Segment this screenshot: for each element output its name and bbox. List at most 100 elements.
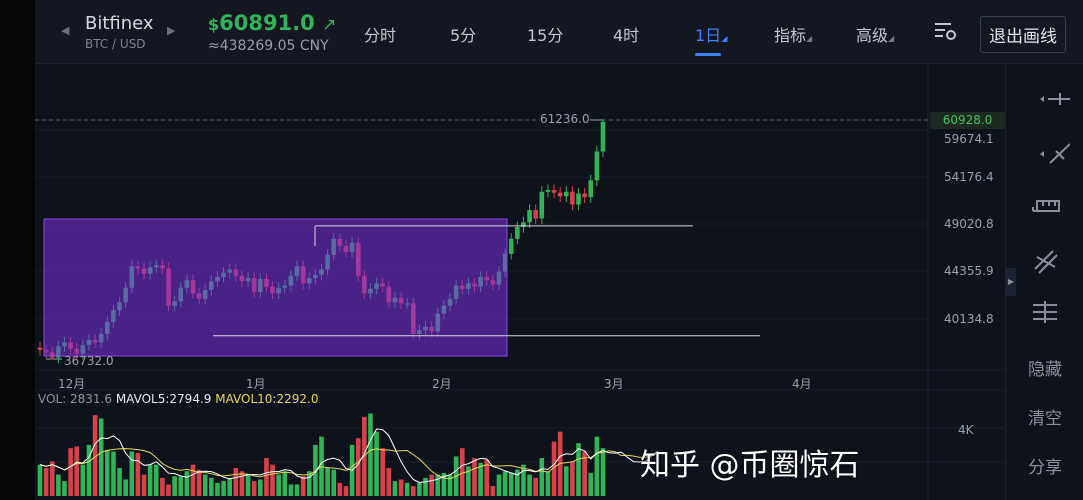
y-axis-label: 40134.8 — [944, 312, 994, 326]
volume-bar — [459, 448, 465, 496]
dropdown-corner-icon: ◢ — [888, 34, 895, 43]
volume-bar — [129, 451, 135, 496]
volume-bar — [141, 474, 147, 496]
volume-bar — [251, 481, 257, 496]
volume-bar — [300, 476, 306, 496]
volume-bar — [570, 461, 575, 496]
hide-button[interactable]: 隐藏 — [1028, 360, 1062, 380]
x-axis-label: 3月 — [604, 377, 624, 391]
next-market-arrow-icon[interactable]: ▶ — [167, 24, 176, 37]
volume-bar — [355, 438, 361, 496]
share-button[interactable]: 分享 — [1028, 458, 1062, 478]
volume-bar — [49, 461, 55, 496]
drawing-toolbar: ▶ 隐藏 清空 分享 — [1005, 63, 1083, 500]
volume-bar — [196, 469, 202, 496]
volume-bar — [178, 476, 184, 496]
volume-bar — [43, 467, 49, 496]
tab-advanced[interactable]: 高级◢ — [856, 22, 894, 46]
volume-bar — [392, 481, 398, 496]
candle-body — [563, 191, 569, 197]
volume-bar — [221, 481, 226, 496]
candle-body — [600, 121, 606, 152]
volume-bar — [276, 474, 281, 496]
tab-4h[interactable]: 4时 — [613, 26, 640, 45]
tab-indicators[interactable]: 指标◢ — [774, 22, 812, 46]
y-axis-label: 49020.8 — [944, 217, 994, 231]
volume-bar — [343, 486, 349, 496]
draw-settings-icon[interactable] — [933, 20, 957, 46]
up-arrow-icon: ↗ — [322, 15, 337, 35]
volume-bar — [466, 466, 471, 496]
volume-bar — [582, 451, 587, 496]
ruler-icon[interactable] — [1006, 195, 1083, 220]
exit-drawing-button[interactable]: 退出画线 — [980, 16, 1066, 53]
volume-bar — [294, 484, 300, 496]
candle-body — [527, 210, 532, 223]
tab-1d[interactable]: 1日◢ — [695, 22, 727, 46]
volume-bar — [105, 449, 110, 496]
volume-bar — [264, 458, 269, 496]
price-levels-icon[interactable] — [1006, 299, 1083, 330]
volume-legend: VOL: 2831.6 MAVOL5:2794.9 MAVOL10:2292.0 — [38, 392, 318, 406]
volume-bar — [190, 464, 196, 496]
volume-bar — [325, 467, 330, 496]
x-axis-label: 2月 — [432, 377, 452, 391]
volume-bar — [502, 471, 508, 496]
volume-bar — [380, 448, 385, 496]
expand-toolbar-icon[interactable]: ▶ — [1006, 268, 1016, 296]
candle-body — [594, 151, 600, 181]
volume-bar — [306, 471, 312, 496]
exchange-name[interactable]: Bitfinex — [85, 13, 154, 34]
volume-bar — [539, 458, 545, 496]
drawn-lines[interactable] — [213, 225, 760, 337]
dropdown-corner-icon: ◢ — [721, 34, 728, 43]
volume-bar — [600, 448, 606, 496]
parallel-lines-icon[interactable] — [1006, 247, 1083, 280]
trend-line-icon[interactable] — [1006, 141, 1083, 172]
volume-bar — [563, 466, 569, 496]
volume-bar — [551, 441, 557, 496]
candle-body — [533, 210, 538, 219]
left-edge — [0, 0, 35, 500]
candle-body — [545, 189, 551, 192]
mavol5-value: MAVOL5:2794.9 — [115, 392, 212, 406]
volume-bar — [410, 486, 416, 496]
prev-market-arrow-icon[interactable]: ◀ — [61, 24, 70, 37]
tab-5min[interactable]: 5分 — [450, 26, 477, 45]
vol-value: VOL: 2831.6 — [38, 392, 112, 406]
candle-body — [37, 347, 43, 350]
volume-bar — [37, 464, 43, 496]
y-axis-label: 44355.9 — [944, 264, 994, 278]
volume-bar — [184, 471, 190, 496]
tab-timeline[interactable]: 分时 — [364, 26, 397, 45]
volume-bar — [331, 469, 337, 496]
volume-bar — [594, 436, 600, 496]
tab-1d-label: 1日 — [695, 26, 722, 45]
current-price-tag: 60928.0 — [930, 112, 1005, 129]
mavol10-line — [39, 448, 659, 480]
volume-bar — [56, 474, 61, 496]
x-axis-label: 12月 — [58, 377, 86, 391]
active-tab-indicator — [695, 53, 721, 56]
volume-bar — [233, 467, 239, 496]
mavol10-value: MAVOL10:2292.0 — [215, 392, 319, 406]
volume-bar — [288, 484, 294, 496]
mavol5-line — [39, 428, 659, 484]
volume-bar — [270, 464, 275, 496]
y-axis-label: 59674.1 — [944, 132, 994, 146]
volume-bar — [98, 418, 104, 496]
volume-bar — [404, 482, 410, 496]
low-annotation: 36732.0 — [64, 354, 114, 368]
tab-15min[interactable]: 15分 — [527, 26, 564, 45]
highlight-box[interactable] — [43, 218, 508, 357]
price-value: 60891.0 — [219, 11, 315, 35]
candle-body — [582, 193, 587, 198]
cny-price: ≈438269.05 CNY — [208, 38, 329, 54]
volume-bar — [68, 448, 73, 496]
tab-indicators-label: 指标 — [774, 26, 807, 45]
horizontal-line-icon[interactable] — [1006, 89, 1083, 114]
clear-button[interactable]: 清空 — [1028, 409, 1062, 429]
volume-bar — [172, 476, 177, 496]
volume-bar — [258, 479, 263, 496]
